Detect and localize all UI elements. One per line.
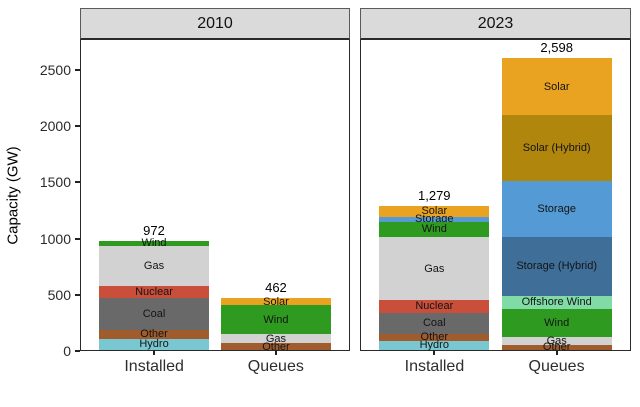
bar-segment-hydro: Hydro (379, 340, 490, 351)
bar-total-label: 462 (265, 280, 287, 296)
x-axis-label-queues: Queues (528, 358, 585, 375)
y-tick-label: 2500 (39, 61, 71, 78)
bar-total-label: 1,279 (418, 188, 451, 204)
y-tick-label: 500 (47, 286, 71, 303)
bar-queues: 2,598 Solar Solar (Hybrid) Storage Storage (… (501, 40, 612, 353)
y-tick-mark (75, 237, 80, 240)
bar-segment-gas: Gas (501, 336, 612, 347)
bar-queues: 462 Solar Wind Gas Other (221, 280, 331, 352)
x-tick-mark (274, 350, 277, 355)
bar-segment-nuclear: Nuclear (99, 285, 209, 298)
bar-segment-offshore-wind: Offshore Wind (501, 296, 612, 309)
bar-installed: 1,279 Solar Storage Wind Gas Nuclear Coal Other… (379, 188, 490, 351)
bar-segment-gas: Gas (99, 245, 209, 286)
x-tick-mark (153, 350, 156, 355)
bar-segment-storage: Storage (501, 181, 612, 237)
x-axis-label-queues: Queues (247, 358, 304, 375)
y-tick-label: 2000 (39, 118, 71, 134)
bar-segment-other: Other (221, 341, 331, 352)
y-tick-mark (75, 350, 80, 352)
bar-segment-storage-hybrid: Storage (Hybrid) (501, 236, 612, 297)
y-tick-mark (75, 68, 80, 71)
plot-area-2023: 1,279 Solar Storage Wind Gas Nuclear Coal Other… (360, 40, 631, 375)
bar-segment-gas: Gas (221, 333, 331, 344)
plot-area-2010: 972 Wind Gas Nuclear Coal Other Hydro Installed… (80, 40, 350, 375)
bar-installed: 972 Wind Gas Nuclear Coal Other Hydro (99, 223, 209, 350)
panel-title: 2023 (477, 14, 514, 32)
bar-segment-nuclear: Nuclear (379, 299, 490, 313)
x-axis-label-installed: Installed (404, 358, 465, 375)
bar-segment-wind: Wind (501, 308, 612, 338)
panel-2010: 2010 972 Wind Gas Nuclear Coal Other Hydro Inst… (80, 8, 350, 375)
bar-segment-other: Other (99, 329, 209, 340)
y-tick-label: 1500 (39, 174, 71, 191)
x-tick-mark (555, 350, 558, 355)
y-tick-mark (75, 181, 80, 184)
panel-strip-2010: 2010 (80, 8, 350, 40)
y-axis: 0 500 1000 1500 2000 2500 (0, 40, 80, 359)
x-tick-mark (433, 350, 436, 355)
bar-segment-solar: Solar (379, 206, 490, 217)
bar-segment-other: Other (501, 342, 612, 353)
y-tick-mark (75, 293, 80, 296)
bar-segment-wind: Wind (221, 305, 331, 334)
bar-segment-wind: Wind (99, 238, 209, 249)
x-axis-label-installed: Installed (124, 358, 184, 375)
y-tick-mark (75, 125, 80, 127)
y-tick-label: 1000 (39, 230, 71, 247)
bar-segment-gas: Gas (379, 237, 490, 300)
bar-segment-coal: Coal (99, 297, 209, 330)
bar-segment-storage: Storage (379, 214, 490, 225)
panel-2023: 2023 1,279 Solar Storage Wind Gas Nuclear Coal… (360, 8, 631, 375)
bar-segment-coal: Coal (379, 312, 490, 334)
bar-segment-solar: Solar (221, 296, 331, 307)
bar-segment-solar-hybrid: Solar (Hybrid) (501, 115, 612, 182)
bar-segment-other: Other (379, 332, 490, 343)
bar-segment-hydro: Hydro (99, 338, 209, 350)
bar-segment-wind: Wind (379, 221, 490, 238)
bar-segment-solar: Solar (501, 57, 612, 116)
panel-strip-2023: 2023 (360, 8, 631, 40)
bar-total-label: 2,598 (540, 39, 573, 55)
y-tick-label: 0 (63, 343, 71, 359)
bar-total-label: 972 (143, 222, 165, 238)
panel-title: 2010 (197, 14, 233, 32)
